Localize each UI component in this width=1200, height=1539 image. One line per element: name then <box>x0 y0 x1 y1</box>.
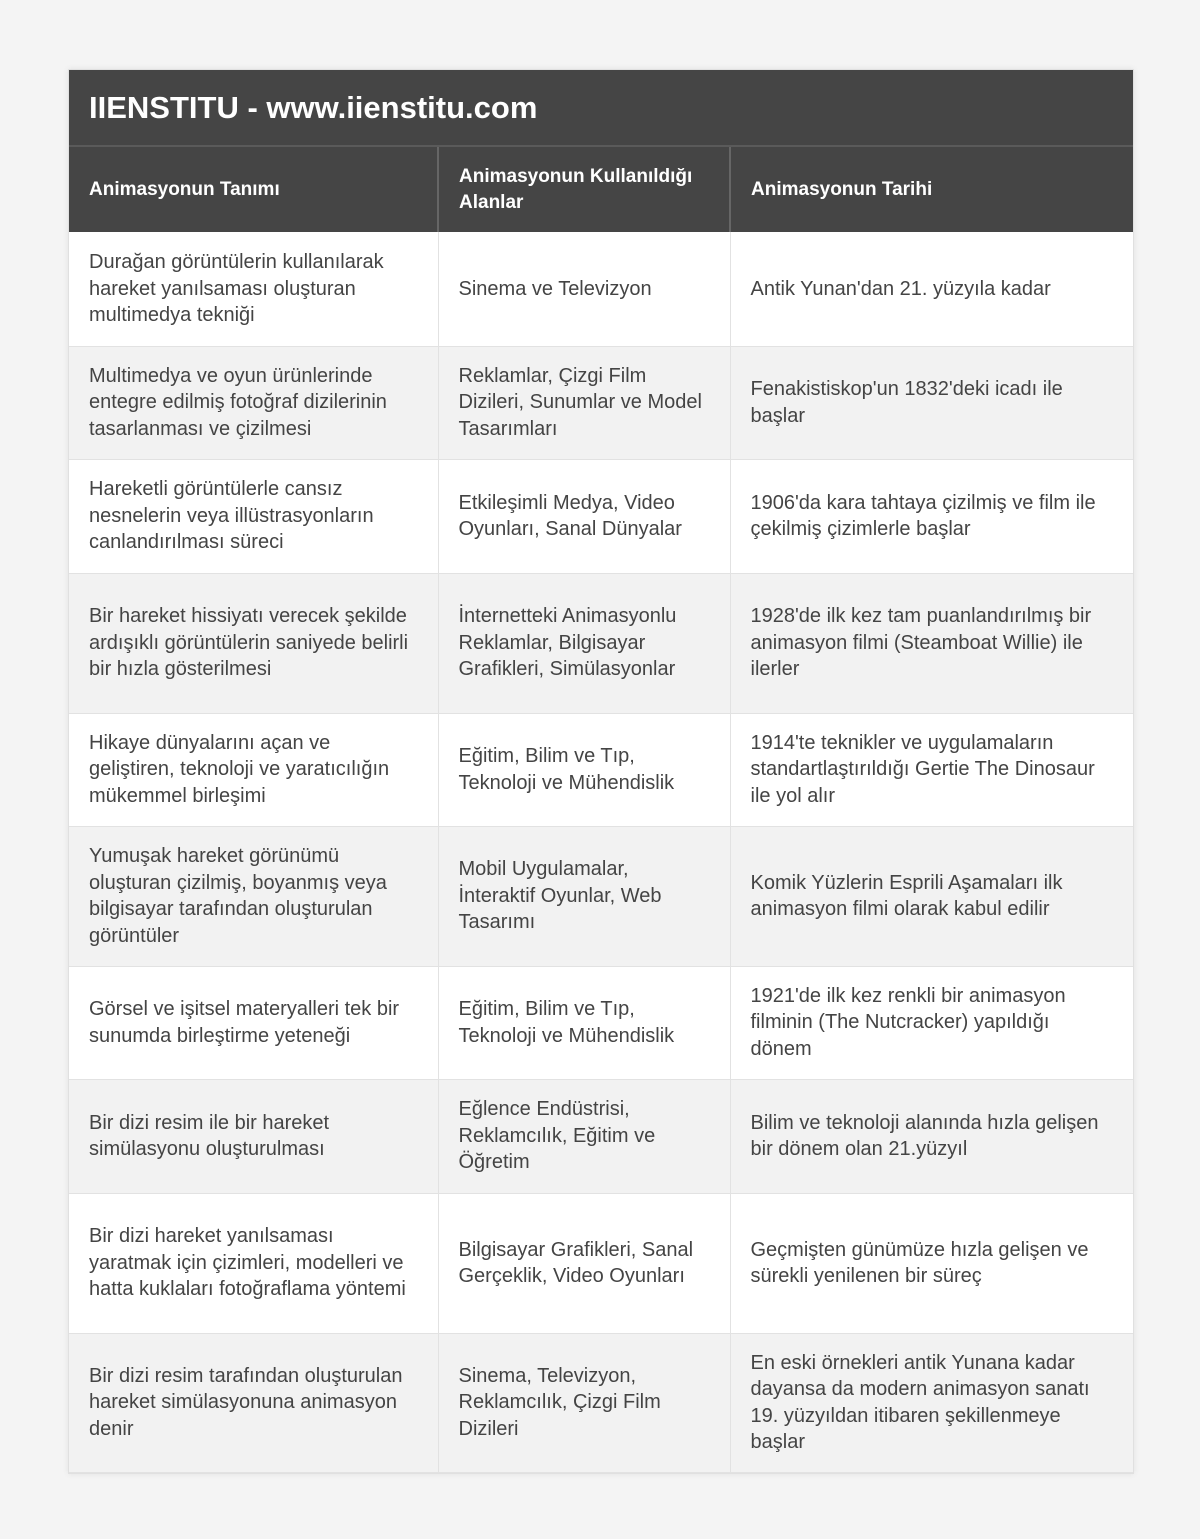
table-cell: Etkileşimli Medya, Video Oyunları, Sanal… <box>438 459 731 574</box>
table-cell: İnternetteki Animasyonlu Reklamlar, Bilg… <box>438 573 731 714</box>
table-cell: Eğlence Endüstrisi, Reklamcılık, Eğitim … <box>438 1079 731 1194</box>
table-cell: Hareketli görüntülerle cansız nesnelerin… <box>69 459 439 574</box>
table-row: Bir dizi resim tarafından oluşturulan ha… <box>69 1333 1133 1473</box>
table-cell: Durağan görüntülerin kullanılarak hareke… <box>69 232 439 347</box>
table-cell: Eğitim, Bilim ve Tıp, Teknoloji ve Mühen… <box>438 713 731 827</box>
table-cell: En eski örnekleri antik Yunana kadar day… <box>730 1333 1133 1473</box>
table-cell: Mobil Uygulamalar, İnteraktif Oyunlar, W… <box>438 826 731 967</box>
table-row: Görsel ve işitsel materyalleri tek bir s… <box>69 966 1133 1080</box>
table-cell: Reklamlar, Çizgi Film Dizileri, Sunumlar… <box>438 346 731 460</box>
table-row: Bir dizi hareket yanılsaması yaratmak iç… <box>69 1193 1133 1334</box>
table-cell: Bilgisayar Grafikleri, Sanal Gerçeklik, … <box>438 1193 731 1334</box>
table-row: Yumuşak hareket görünümü oluşturan çizil… <box>69 826 1133 967</box>
table-cell: 1906'da kara tahtaya çizilmiş ve film il… <box>730 459 1133 574</box>
page-title: IIENSTITU - www.iienstitu.com <box>69 70 1133 147</box>
table-cell: Görsel ve işitsel materyalleri tek bir s… <box>69 966 439 1080</box>
table-cell: 1928'de ilk kez tam puanlandırılmış bir … <box>730 573 1133 714</box>
table-cell: 1921'de ilk kez renkli bir animasyon fil… <box>730 966 1133 1080</box>
table-row: Multimedya ve oyun ürünlerinde entegre e… <box>69 346 1133 460</box>
table-cell: Komik Yüzlerin Esprili Aşamaları ilk ani… <box>730 826 1133 967</box>
table-card: IIENSTITU - www.iienstitu.com Animasyonu… <box>68 69 1134 1474</box>
data-table: Animasyonun Tanımı Animasyonun Kullanıld… <box>69 147 1133 1473</box>
table-cell: Sinema, Televizyon, Reklamcılık, Çizgi F… <box>438 1333 731 1473</box>
table-row: Bir hareket hissiyatı verecek şekilde ar… <box>69 573 1133 714</box>
table-row: Bir dizi resim ile bir hareket simülasyo… <box>69 1079 1133 1194</box>
table-cell: 1914'te teknikler ve uygulamaların stand… <box>730 713 1133 827</box>
table-cell: Bir dizi hareket yanılsaması yaratmak iç… <box>69 1193 439 1334</box>
table-cell: Bir hareket hissiyatı verecek şekilde ar… <box>69 573 439 714</box>
table-cell: Geçmişten günümüze hızla gelişen ve süre… <box>730 1193 1133 1334</box>
table-cell: Eğitim, Bilim ve Tıp, Teknoloji ve Mühen… <box>438 966 731 1080</box>
table-cell: Bir dizi resim ile bir hareket simülasyo… <box>69 1079 439 1194</box>
table-row: Durağan görüntülerin kullanılarak hareke… <box>69 232 1133 347</box>
column-header: Animasyonun Tanımı <box>69 147 439 232</box>
table-cell: Fenakistiskop'un 1832'deki icadı ile baş… <box>730 346 1133 460</box>
column-header: Animasyonun Tarihi <box>730 147 1133 232</box>
table-row: Hikaye dünyalarını açan ve geliştiren, t… <box>69 713 1133 827</box>
table-cell: Bilim ve teknoloji alanında hızla gelişe… <box>730 1079 1133 1194</box>
table-cell: Bir dizi resim tarafından oluşturulan ha… <box>69 1333 439 1473</box>
table-cell: Sinema ve Televizyon <box>438 232 731 347</box>
column-header: Animasyonun Kullanıldığı Alanlar <box>438 147 731 232</box>
table-cell: Multimedya ve oyun ürünlerinde entegre e… <box>69 346 439 460</box>
table-row: Hareketli görüntülerle cansız nesnelerin… <box>69 459 1133 574</box>
table-cell: Yumuşak hareket görünümü oluşturan çizil… <box>69 826 439 967</box>
table-cell: Hikaye dünyalarını açan ve geliştiren, t… <box>69 713 439 827</box>
table-cell: Antik Yunan'dan 21. yüzyıla kadar <box>730 232 1133 347</box>
header-row: Animasyonun Tanımı Animasyonun Kullanıld… <box>69 147 1133 232</box>
